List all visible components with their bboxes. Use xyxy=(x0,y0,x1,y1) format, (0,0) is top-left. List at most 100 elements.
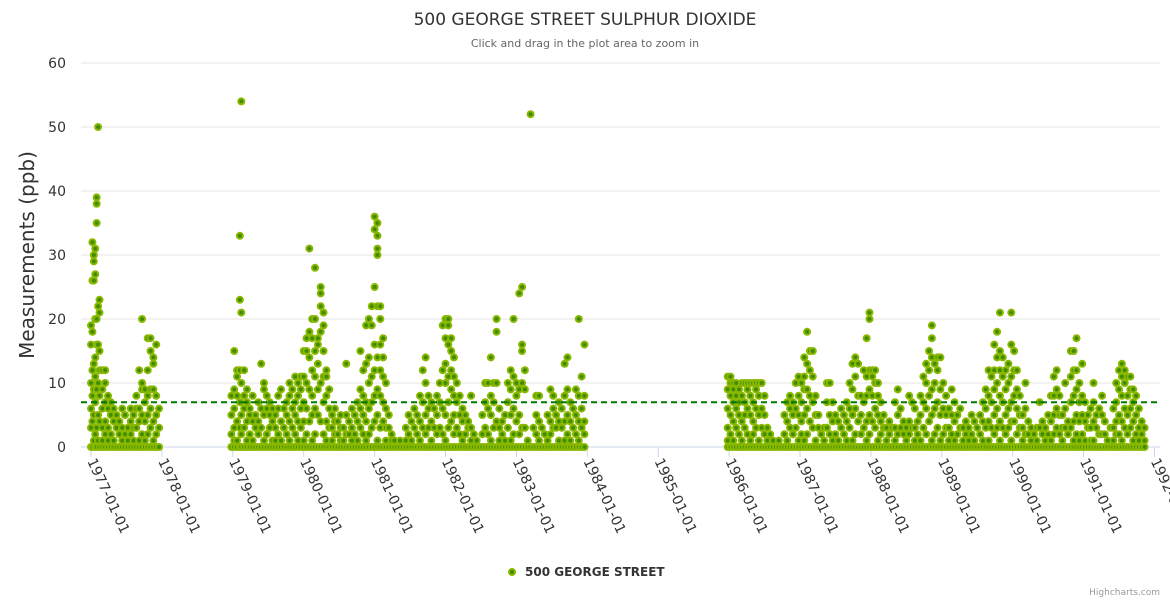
data-point[interactable] xyxy=(580,340,589,349)
data-point[interactable] xyxy=(233,436,242,445)
data-point[interactable] xyxy=(868,417,877,426)
data-point[interactable] xyxy=(305,417,314,426)
data-point[interactable] xyxy=(143,430,152,439)
data-point[interactable] xyxy=(1018,423,1027,432)
data-point[interactable] xyxy=(1007,436,1016,445)
series-500-george-street[interactable] xyxy=(87,97,1149,451)
data-point[interactable] xyxy=(726,411,735,419)
data-point[interactable] xyxy=(783,417,792,426)
data-point[interactable] xyxy=(774,436,783,445)
data-point[interactable] xyxy=(242,385,251,394)
data-point[interactable] xyxy=(995,347,1004,355)
data-point[interactable] xyxy=(308,366,317,375)
data-point[interactable] xyxy=(953,430,962,439)
data-point[interactable] xyxy=(91,430,100,439)
data-point[interactable] xyxy=(140,417,149,426)
data-point[interactable] xyxy=(856,411,865,419)
data-point[interactable] xyxy=(885,417,894,426)
data-point[interactable] xyxy=(726,372,735,381)
data-point[interactable] xyxy=(1137,417,1146,426)
data-point[interactable] xyxy=(1018,436,1027,445)
data-point[interactable] xyxy=(970,417,979,426)
data-point[interactable] xyxy=(723,404,732,413)
data-point[interactable] xyxy=(543,411,552,419)
data-point[interactable] xyxy=(384,423,393,432)
data-point[interactable] xyxy=(381,404,390,413)
data-point[interactable] xyxy=(905,417,914,426)
data-point[interactable] xyxy=(308,391,317,400)
data-point[interactable] xyxy=(342,411,351,419)
data-point[interactable] xyxy=(461,430,470,439)
data-point[interactable] xyxy=(1055,430,1064,439)
data-point[interactable] xyxy=(370,283,379,291)
data-point[interactable] xyxy=(882,436,891,445)
data-point[interactable] xyxy=(825,379,834,387)
data-point[interactable] xyxy=(532,411,541,419)
data-point[interactable] xyxy=(1021,379,1030,387)
data-point[interactable] xyxy=(88,238,97,247)
data-point[interactable] xyxy=(834,417,843,426)
data-point[interactable] xyxy=(458,436,467,445)
data-point[interactable] xyxy=(797,379,806,387)
data-point[interactable] xyxy=(94,302,103,311)
data-point[interactable] xyxy=(319,321,328,330)
data-point[interactable] xyxy=(506,366,515,375)
data-point[interactable] xyxy=(905,430,914,439)
data-point[interactable] xyxy=(91,353,100,362)
data-point[interactable] xyxy=(1100,417,1109,426)
data-point[interactable] xyxy=(364,379,373,387)
data-point[interactable] xyxy=(760,411,769,419)
data-point[interactable] xyxy=(447,417,456,426)
data-point[interactable] xyxy=(140,436,149,445)
data-point[interactable] xyxy=(808,372,817,381)
data-point[interactable] xyxy=(896,404,905,413)
data-point[interactable] xyxy=(121,411,130,419)
data-point[interactable] xyxy=(364,353,373,362)
data-point[interactable] xyxy=(800,436,809,445)
data-point[interactable] xyxy=(526,110,535,119)
data-point[interactable] xyxy=(560,391,569,400)
data-point[interactable] xyxy=(288,423,297,432)
data-point[interactable] xyxy=(88,417,97,426)
data-point[interactable] xyxy=(98,385,107,394)
data-point[interactable] xyxy=(927,411,936,419)
data-point[interactable] xyxy=(370,417,379,426)
data-point[interactable] xyxy=(984,391,993,400)
data-point[interactable] xyxy=(803,430,812,439)
highcharts-credits[interactable]: Highcharts.com xyxy=(1089,588,1160,598)
data-point[interactable] xyxy=(518,347,527,355)
data-point[interactable] xyxy=(512,391,521,400)
data-point[interactable] xyxy=(563,411,572,419)
data-point[interactable] xyxy=(1004,359,1013,368)
data-point[interactable] xyxy=(155,404,164,413)
data-point[interactable] xyxy=(1052,404,1061,413)
data-point[interactable] xyxy=(953,411,962,419)
data-point[interactable] xyxy=(152,411,161,419)
data-point[interactable] xyxy=(101,379,110,387)
data-point[interactable] xyxy=(274,391,283,400)
data-point[interactable] xyxy=(92,193,101,202)
data-point[interactable] xyxy=(455,391,464,400)
data-point[interactable] xyxy=(427,417,436,426)
data-point[interactable] xyxy=(472,436,481,445)
data-point[interactable] xyxy=(509,372,518,381)
data-point[interactable] xyxy=(143,391,152,400)
data-point[interactable] xyxy=(155,423,164,432)
data-point[interactable] xyxy=(91,244,100,253)
data-point[interactable] xyxy=(311,263,320,272)
data-point[interactable] xyxy=(233,372,242,381)
data-point[interactable] xyxy=(1052,366,1061,375)
data-point[interactable] xyxy=(233,391,242,400)
data-point[interactable] xyxy=(362,436,371,445)
data-point[interactable] xyxy=(1004,379,1013,387)
data-point[interactable] xyxy=(919,372,928,381)
data-point[interactable] xyxy=(1117,417,1126,426)
data-point[interactable] xyxy=(1089,417,1098,426)
data-point[interactable] xyxy=(1072,385,1081,394)
data-point[interactable] xyxy=(851,404,860,413)
data-point[interactable] xyxy=(89,276,98,285)
data-point[interactable] xyxy=(410,423,419,432)
data-point[interactable] xyxy=(447,347,456,355)
data-point[interactable] xyxy=(235,295,244,304)
data-point[interactable] xyxy=(495,423,504,432)
